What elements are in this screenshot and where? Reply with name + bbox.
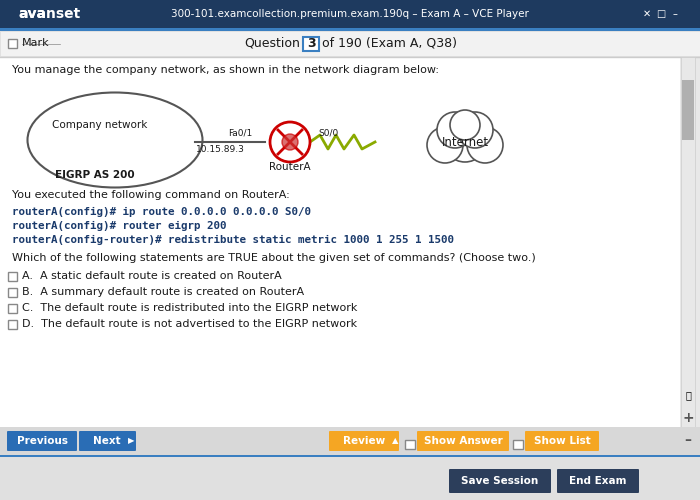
Text: Show List: Show List [533, 436, 590, 446]
FancyBboxPatch shape [0, 31, 700, 56]
Text: routerA(config)# router eigrp 200: routerA(config)# router eigrp 200 [12, 221, 227, 231]
Text: You manage the company network, as shown in the network diagram below:: You manage the company network, as shown… [12, 65, 439, 75]
Text: Question: Question [244, 37, 300, 50]
Text: routerA(config)# ip route 0.0.0.0 0.0.0.0 S0/0: routerA(config)# ip route 0.0.0.0 0.0.0.… [12, 207, 311, 217]
Text: ▶: ▶ [127, 436, 134, 446]
FancyBboxPatch shape [557, 469, 639, 493]
Text: ava: ava [18, 7, 46, 21]
FancyBboxPatch shape [7, 431, 77, 451]
FancyBboxPatch shape [0, 427, 700, 455]
FancyBboxPatch shape [0, 455, 700, 500]
Text: Fa0/1: Fa0/1 [228, 128, 252, 138]
Text: avanset: avanset [18, 7, 80, 21]
Text: Review: Review [343, 436, 385, 446]
Text: A.  A static default route is created on RouterA: A. A static default route is created on … [22, 271, 281, 281]
Text: Which of the following statements are TRUE about the given set of commands? (Cho: Which of the following statements are TR… [12, 253, 536, 263]
Text: □: □ [657, 9, 666, 19]
FancyBboxPatch shape [0, 57, 680, 455]
Text: 3: 3 [307, 37, 315, 50]
Text: Show Answer: Show Answer [424, 436, 503, 446]
Text: RouterA: RouterA [270, 162, 311, 172]
Text: Mark: Mark [22, 38, 50, 48]
Text: B.  A summary default route is created on RouterA: B. A summary default route is created on… [22, 287, 304, 297]
Circle shape [270, 122, 310, 162]
Text: S0/0: S0/0 [318, 128, 338, 138]
Text: Save Session: Save Session [461, 476, 538, 486]
FancyBboxPatch shape [329, 431, 399, 451]
FancyBboxPatch shape [8, 304, 17, 313]
FancyBboxPatch shape [0, 455, 700, 457]
Text: routerA(config-router)# redistribute static metric 1000 1 255 1 1500: routerA(config-router)# redistribute sta… [12, 235, 454, 245]
Text: C.  The default route is redistributed into the EIGRP network: C. The default route is redistributed in… [22, 303, 358, 313]
FancyBboxPatch shape [405, 440, 415, 449]
FancyBboxPatch shape [682, 80, 694, 140]
Text: 10.15.89.3: 10.15.89.3 [195, 146, 244, 154]
FancyBboxPatch shape [525, 431, 599, 451]
Text: Internet: Internet [442, 136, 489, 148]
Circle shape [467, 127, 503, 163]
FancyBboxPatch shape [0, 0, 700, 28]
FancyBboxPatch shape [513, 440, 523, 449]
Text: EIGRP AS 200: EIGRP AS 200 [55, 170, 135, 180]
Ellipse shape [27, 92, 202, 188]
Text: –: – [685, 433, 692, 447]
Circle shape [443, 118, 487, 162]
Text: You executed the following command on RouterA:: You executed the following command on Ro… [12, 190, 290, 200]
Text: ✕: ✕ [643, 9, 651, 19]
Text: D.  The default route is not advertised to the EIGRP network: D. The default route is not advertised t… [22, 319, 357, 329]
Circle shape [450, 110, 480, 140]
Text: +: + [682, 411, 694, 425]
Text: End Exam: End Exam [569, 476, 626, 486]
Text: 🔍: 🔍 [685, 390, 691, 400]
FancyBboxPatch shape [449, 469, 551, 493]
FancyBboxPatch shape [417, 431, 509, 451]
Circle shape [427, 127, 463, 163]
FancyBboxPatch shape [681, 57, 695, 455]
Text: –: – [673, 9, 678, 19]
FancyBboxPatch shape [79, 431, 136, 451]
FancyBboxPatch shape [0, 28, 700, 31]
Text: ▲: ▲ [392, 436, 398, 446]
FancyBboxPatch shape [303, 37, 319, 51]
Circle shape [437, 112, 473, 148]
Text: 300-101.examcollection.premium.exam.190q – Exam A – VCE Player: 300-101.examcollection.premium.exam.190q… [171, 9, 529, 19]
Text: of 190 (Exam A, Q38): of 190 (Exam A, Q38) [322, 37, 457, 50]
Circle shape [457, 112, 493, 148]
FancyBboxPatch shape [8, 288, 17, 297]
Circle shape [282, 134, 298, 150]
FancyBboxPatch shape [8, 320, 17, 329]
FancyBboxPatch shape [8, 272, 17, 281]
FancyBboxPatch shape [8, 39, 17, 48]
Text: Next: Next [93, 436, 121, 446]
Text: Previous: Previous [17, 436, 67, 446]
Text: Company network: Company network [52, 120, 148, 130]
